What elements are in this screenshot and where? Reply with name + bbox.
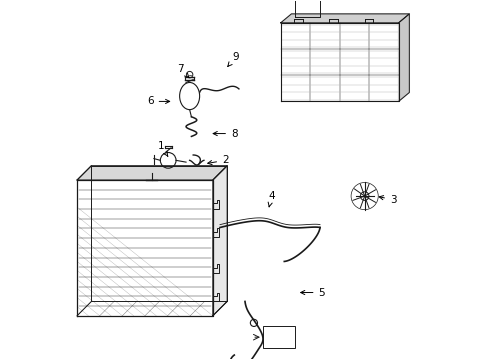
Text: 8: 8 bbox=[213, 129, 238, 139]
Text: 9: 9 bbox=[228, 52, 240, 66]
Text: 5: 5 bbox=[301, 288, 325, 297]
Polygon shape bbox=[281, 14, 409, 23]
Text: 3: 3 bbox=[379, 195, 396, 204]
Ellipse shape bbox=[180, 82, 199, 110]
Bar bbox=[263, 327, 295, 348]
Polygon shape bbox=[213, 166, 227, 316]
Text: 4: 4 bbox=[268, 191, 275, 207]
Polygon shape bbox=[77, 166, 227, 180]
Text: 2: 2 bbox=[208, 156, 229, 165]
Text: 7: 7 bbox=[177, 64, 189, 77]
Text: 6: 6 bbox=[147, 96, 170, 107]
Polygon shape bbox=[398, 14, 409, 102]
Text: 1: 1 bbox=[158, 141, 168, 156]
